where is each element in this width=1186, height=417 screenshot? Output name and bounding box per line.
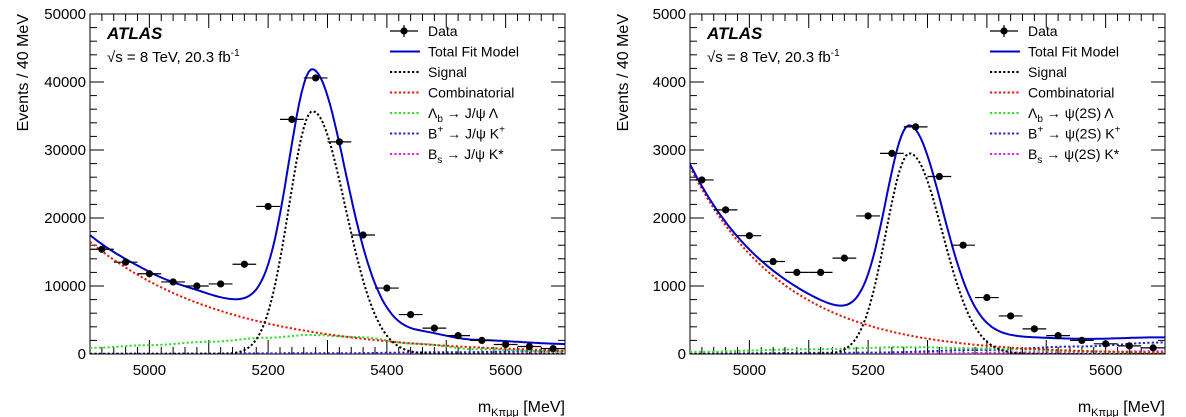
signal-curve xyxy=(690,152,1165,354)
data-point xyxy=(840,254,848,262)
data-point xyxy=(264,202,272,211)
data-point xyxy=(817,268,825,276)
legend-data-marker xyxy=(400,27,408,35)
y-axis-label: Events / 40 MeV xyxy=(15,14,32,132)
x-tick-label: 5600 xyxy=(1089,362,1122,379)
x-axis-label: mKπμμ [MeV] xyxy=(1078,399,1165,417)
data-point xyxy=(698,176,706,184)
legend: Data Total Fit Model Signal Combinatorial Λb… xyxy=(390,23,519,166)
data-point xyxy=(769,257,777,266)
data-point xyxy=(217,280,225,288)
y-tick-label: 40000 xyxy=(44,74,86,91)
panel-left: 0 10000 20000 30000 40000 50000 5000 5200 5400 56… xyxy=(15,6,566,417)
lambdab-background-curve xyxy=(690,346,1165,354)
data-point xyxy=(1007,312,1015,320)
y-tick-label: 10000 xyxy=(44,278,86,295)
data-point xyxy=(525,342,533,351)
data-point xyxy=(169,278,177,286)
legend-label: Total Fit Model xyxy=(428,44,519,60)
legend-label: B+ → ψ(2S) K+ xyxy=(1028,125,1121,142)
data-point xyxy=(122,258,130,266)
y-tick-label: 0 xyxy=(678,346,686,363)
data-point xyxy=(359,231,367,239)
legend-label: Signal xyxy=(1028,64,1067,80)
data-point xyxy=(864,212,872,220)
legend-label: Combinatorial xyxy=(1028,85,1114,101)
atlas-label: ATLAS xyxy=(106,24,163,43)
combinatorial-curve xyxy=(690,166,1165,354)
data-point xyxy=(430,324,438,332)
energy-lumi-label: √s = 8 TeV, 20.3 fb-1 xyxy=(107,48,240,66)
data-point xyxy=(745,232,753,240)
data-point xyxy=(478,336,486,344)
data-point xyxy=(1125,342,1133,350)
legend-label: Data xyxy=(1028,23,1058,39)
data-point xyxy=(383,284,391,292)
total-fit-curve xyxy=(690,124,1165,340)
y-tick-label: 0 xyxy=(78,346,86,363)
y-tick-label: 30000 xyxy=(44,142,86,159)
legend-label: Λb → ψ(2S) Λ xyxy=(1028,105,1114,125)
legend-label: Λb → J/ψ Λ xyxy=(428,105,499,125)
energy-lumi-label: √s = 8 TeV, 20.3 fb-1 xyxy=(707,48,840,66)
data-point xyxy=(145,270,153,278)
data-point xyxy=(935,172,943,181)
data-point xyxy=(549,344,557,353)
y-tick-label: 1000 xyxy=(653,278,686,295)
data-point xyxy=(1054,332,1062,340)
legend-label: Data xyxy=(428,23,458,39)
legend-label: Bs → J/ψ K* xyxy=(428,146,504,166)
data-point xyxy=(454,332,462,340)
data-point xyxy=(288,115,296,123)
y-tick-label: 20000 xyxy=(44,210,86,227)
bplus-background-curve xyxy=(90,349,565,354)
x-tick-label: 5400 xyxy=(370,362,403,379)
x-tick-label: 5200 xyxy=(251,362,284,379)
x-axis-label: mKπμμ [MeV] xyxy=(478,399,565,417)
data-point xyxy=(888,149,896,157)
data-point xyxy=(983,293,991,302)
x-tick-label: 5400 xyxy=(970,362,1003,379)
y-tick-label: 5000 xyxy=(653,6,686,23)
legend-label: Total Fit Model xyxy=(1028,44,1119,60)
data-point xyxy=(793,268,801,276)
data-point xyxy=(407,310,415,319)
legend: Data Total Fit Model Signal Combinatorial Λb… xyxy=(990,23,1121,166)
data-point xyxy=(335,138,343,146)
data-point xyxy=(912,123,920,131)
y-tick-label: 50000 xyxy=(44,6,86,23)
x-tick-label: 5000 xyxy=(733,362,766,379)
data-point xyxy=(1078,336,1086,344)
y-tick-label: 3000 xyxy=(653,142,686,159)
data-point xyxy=(959,241,967,249)
data-point xyxy=(1149,344,1157,352)
y-tick-label: 2000 xyxy=(653,210,686,227)
data-point xyxy=(312,74,320,82)
x-tick-label: 5000 xyxy=(133,362,166,379)
lambdab-background-curve xyxy=(90,334,565,353)
legend-data-marker xyxy=(1000,27,1008,35)
panel-right: 0 1000 2000 3000 4000 5000 5000 5200 5400 5600 mKπ… xyxy=(615,6,1166,417)
x-tick-label: 5600 xyxy=(489,362,522,379)
signal-curve xyxy=(90,110,565,354)
x-tick-label: 5200 xyxy=(851,362,884,379)
legend-label: Bs → ψ(2S) K* xyxy=(1028,146,1120,166)
data-point xyxy=(1030,325,1038,333)
curves xyxy=(690,124,1165,354)
legend-label: B+ → J/ψ K+ xyxy=(428,125,505,142)
legend-label: Combinatorial xyxy=(428,85,514,101)
data-point xyxy=(98,245,106,253)
data-point xyxy=(722,206,730,214)
y-axis-label: Events / 40 MeV xyxy=(615,14,632,132)
y-tick-label: 4000 xyxy=(653,74,686,91)
atlas-label: ATLAS xyxy=(706,24,763,43)
data-point xyxy=(193,282,201,290)
data-point xyxy=(240,260,248,268)
data-point xyxy=(502,340,510,349)
legend-label: Signal xyxy=(428,64,467,80)
combinatorial-curve xyxy=(90,241,565,352)
data-point xyxy=(1102,340,1110,348)
